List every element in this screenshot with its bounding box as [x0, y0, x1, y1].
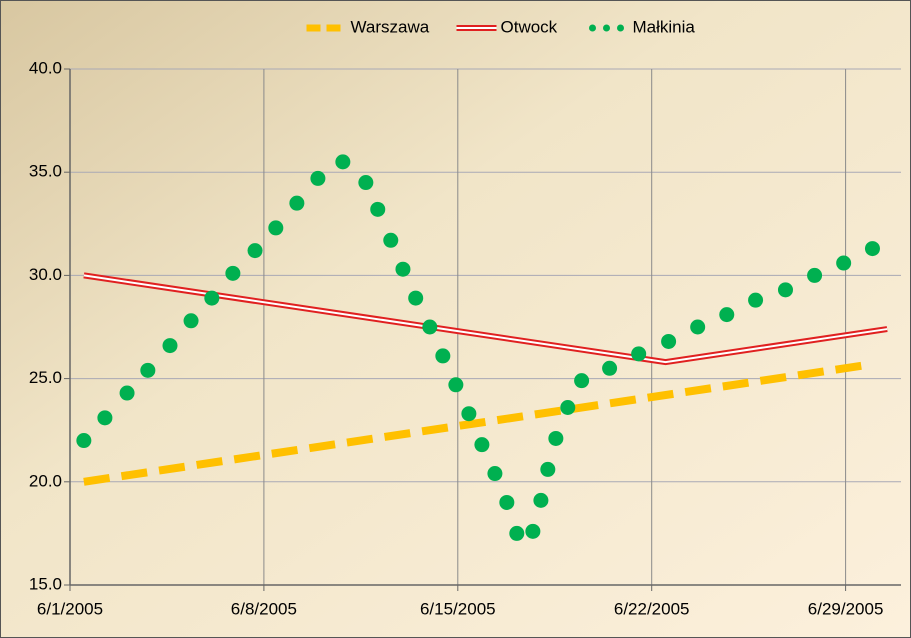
marker: [525, 523, 541, 539]
legend-label: Otwock: [501, 17, 558, 36]
marker: [560, 399, 576, 415]
y-tick-label: 25.0: [29, 368, 62, 387]
marker: [435, 348, 451, 364]
marker: [777, 282, 793, 298]
y-tick-label: 20.0: [29, 471, 62, 490]
marker: [225, 265, 241, 281]
marker: [370, 201, 386, 217]
marker: [247, 243, 263, 259]
x-tick-label: 6/29/2005: [808, 599, 884, 618]
x-tick-label: 6/1/2005: [37, 599, 103, 618]
marker: [499, 494, 515, 510]
marker: [631, 346, 647, 362]
marker: [358, 175, 374, 191]
marker: [422, 319, 438, 335]
marker: [509, 525, 525, 541]
x-tick-label: 6/8/2005: [231, 599, 297, 618]
marker: [408, 290, 424, 306]
marker: [310, 170, 326, 186]
marker: [807, 267, 823, 283]
y-tick-label: 30.0: [29, 265, 62, 284]
legend-swatch: [589, 24, 596, 32]
marker: [395, 261, 411, 277]
x-tick-label: 6/15/2005: [420, 599, 496, 618]
marker: [335, 154, 351, 170]
marker: [448, 377, 464, 393]
legend-label: Małkinia: [633, 17, 696, 36]
marker: [690, 319, 706, 335]
marker: [183, 313, 199, 329]
marker: [533, 492, 549, 508]
legend-swatch: [603, 24, 610, 32]
marker: [748, 292, 764, 308]
legend-swatch: [617, 24, 624, 32]
marker: [836, 255, 852, 271]
marker: [602, 360, 618, 376]
marker: [97, 410, 113, 426]
marker: [76, 433, 92, 449]
y-tick-label: 15.0: [29, 574, 62, 593]
marker: [548, 430, 564, 446]
line-inner: [83, 274, 888, 364]
marker: [140, 362, 156, 378]
marker: [162, 338, 178, 354]
y-tick-label: 35.0: [29, 162, 62, 181]
marker: [474, 437, 490, 453]
line: [83, 360, 874, 486]
marker: [461, 406, 477, 422]
marker: [383, 232, 399, 248]
marker: [204, 290, 220, 306]
legend-label: Warszawa: [351, 17, 430, 36]
x-tick-label: 6/22/2005: [614, 599, 690, 618]
marker: [864, 241, 880, 257]
marker: [119, 385, 135, 401]
marker: [289, 195, 305, 211]
marker: [661, 333, 677, 349]
marker: [487, 466, 503, 482]
marker: [540, 461, 556, 477]
marker: [719, 307, 735, 323]
marker: [574, 373, 590, 389]
y-tick-label: 40.0: [29, 58, 62, 77]
marker: [268, 220, 284, 236]
